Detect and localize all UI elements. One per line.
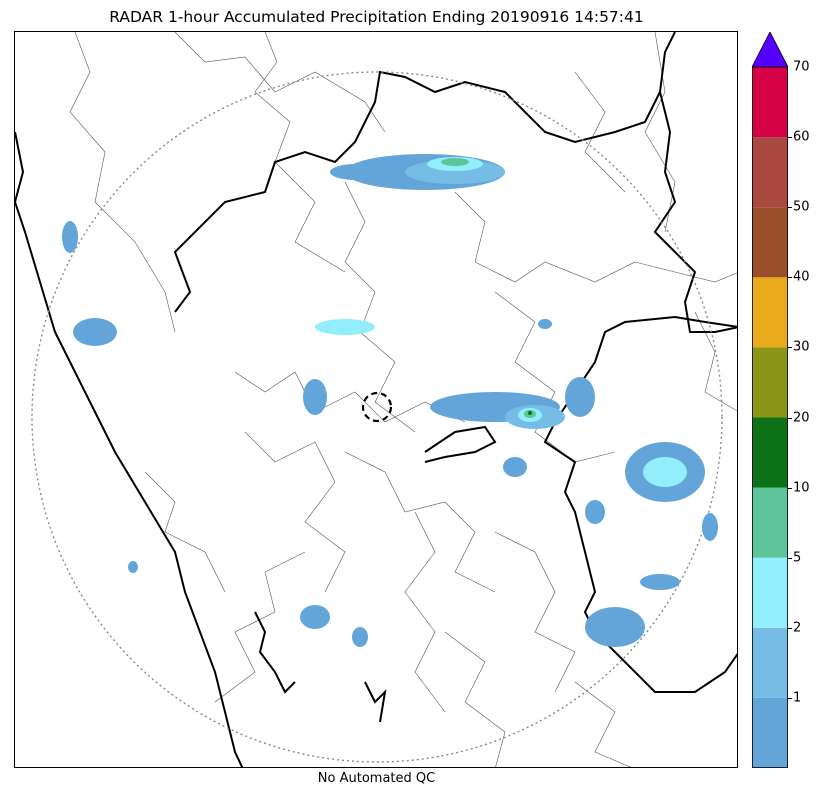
colorbar-tick-label: 50: [793, 199, 810, 215]
colorbar-level: [752, 487, 788, 558]
state-borders: [15, 32, 737, 767]
colorbar-tick-label: 1: [793, 690, 802, 706]
colorbar-tick-label: 40: [793, 269, 810, 285]
radar-range-ring: [31, 71, 723, 763]
colorbar-tick-mark: [788, 207, 792, 209]
district-borders: [69, 32, 737, 767]
colorbar-level: [752, 557, 788, 628]
colorbar-tick-mark: [788, 417, 792, 419]
colorbar-extend-arrow: [752, 32, 788, 68]
colorbar-tick-mark: [788, 277, 792, 279]
colorbar-tick-mark: [788, 697, 792, 699]
precipitation-echoes: [62, 154, 718, 647]
colorbar-tick-label: 20: [793, 410, 810, 425]
colorbar-level: [752, 207, 788, 278]
colorbar-tick-mark: [788, 627, 792, 629]
colorbar-tick-label: 30: [793, 339, 810, 355]
colorbar-level: [752, 67, 788, 138]
colorbar-level: [752, 417, 788, 488]
colorbar-tick-mark: [788, 557, 792, 559]
colorbar-tick-mark: [788, 137, 792, 139]
radar-map[interactable]: [14, 31, 738, 768]
colorbar-tick-label: 10: [793, 480, 810, 496]
map-title: RADAR 1-hour Accumulated Precipitation E…: [109, 8, 644, 26]
colorbar-level: [752, 277, 788, 348]
colorbar-levels: [752, 66, 788, 768]
colorbar-level: [752, 137, 788, 208]
colorbar-tick-label: 5: [793, 550, 802, 566]
qc-note: No Automated QC: [317, 771, 436, 786]
colorbar-tick-label: 60: [793, 129, 810, 145]
map-canvas: [15, 32, 737, 767]
colorbar-level: [752, 347, 788, 418]
colorbar-tick-label: 2: [793, 620, 802, 636]
radar-site-marker: [361, 391, 393, 423]
colorbar-tick-label: 70: [793, 59, 810, 75]
precipitation-colorbar: [752, 32, 788, 768]
colorbar-border: [752, 66, 788, 768]
colorbar-level: [752, 697, 788, 768]
colorbar-tick-mark: [788, 487, 792, 489]
colorbar-level: [752, 627, 788, 698]
colorbar-tick-mark: [788, 347, 792, 349]
